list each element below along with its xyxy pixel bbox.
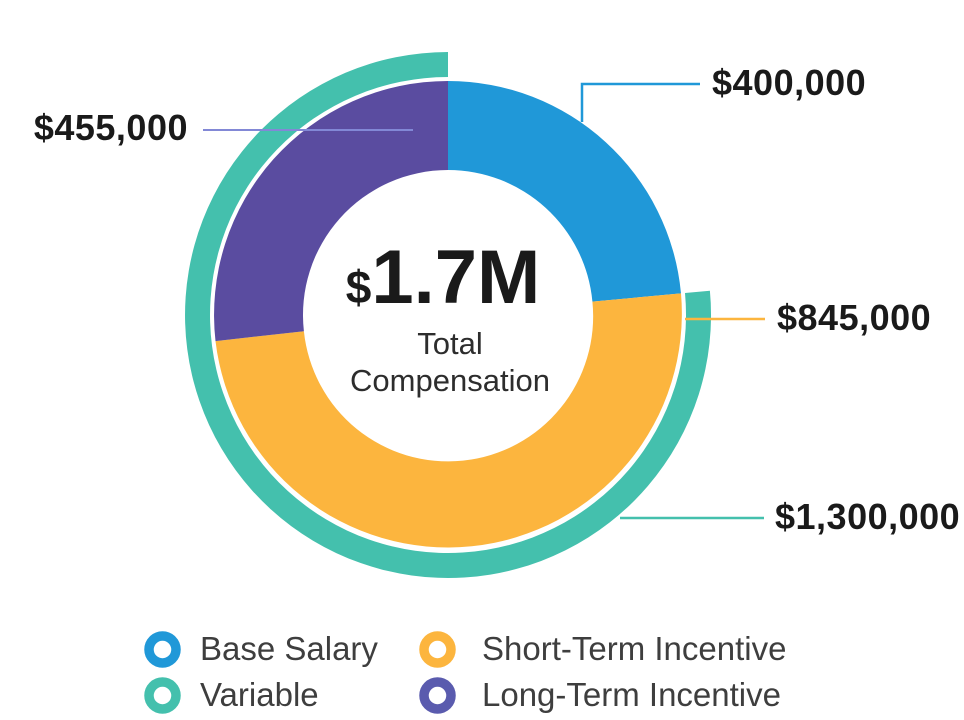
legend-label-long-term-incentive: Long-Term Incentive [482,676,781,713]
total-compensation-amount: $1.7M [346,240,541,316]
legend-item-long-term-incentive[interactable]: Long-Term Incentive [419,676,781,714]
callout-base-salary-value: $400,000 [712,62,867,104]
total-compensation-caption: Total Compensation [350,325,550,399]
segment-long-term-incentive[interactable] [214,81,448,342]
base-salary-ring-icon [144,630,181,668]
callout-short-term-incentive-value: $845,000 [777,297,932,339]
legend-label-base-salary: Base Salary [200,630,378,667]
legend-item-variable[interactable]: Variable [144,676,319,714]
segment-short-term-incentive[interactable] [215,293,682,548]
legend-label-variable: Variable [200,676,319,713]
amount-value: 1.7M [371,235,541,320]
legend-label-short-term-incentive: Short-Term Incentive [482,630,787,667]
callout-long-term-incentive-value: $455,000 [33,107,188,149]
segment-base-salary[interactable] [448,81,681,302]
currency-symbol: $ [345,261,372,313]
short-term-incentive-ring-icon [419,630,456,668]
caption-line-2: Compensation [350,363,550,398]
caption-line-1: Total [417,326,483,361]
legend-item-base-salary[interactable]: Base Salary [144,630,378,668]
legend-item-short-term-incentive[interactable]: Short-Term Incentive [419,630,786,668]
leader-line-base-salary [580,82,700,122]
long-term-incentive-ring-icon [419,676,456,714]
variable-ring-icon [144,676,181,714]
callout-variable-value: $1,300,000 [775,496,961,538]
